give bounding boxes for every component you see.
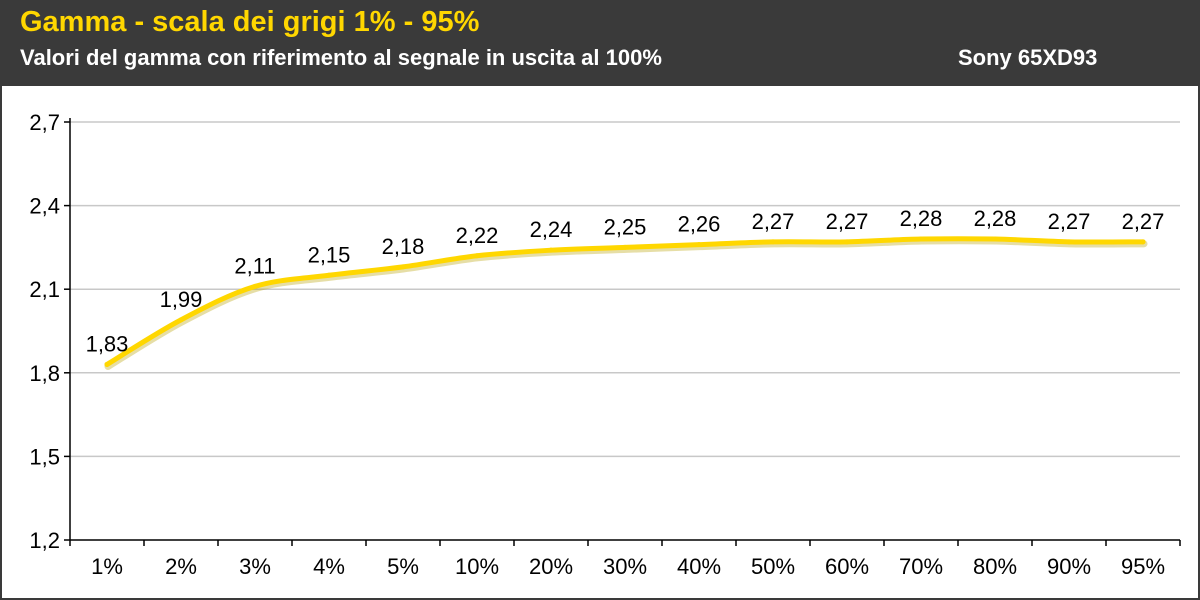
data-label: 1,99 (160, 287, 203, 312)
x-tick-label: 50% (751, 554, 795, 579)
data-label: 2,27 (1048, 209, 1091, 234)
chart-header: Gamma - scala dei grigi 1% - 95% Valori … (0, 0, 1200, 86)
chart-title: Gamma - scala dei grigi 1% - 95% (20, 6, 480, 38)
data-point (844, 239, 850, 245)
plot-panel: 1,2 1,5 1,8 2,1 2,4 2,7 1% 2% 3% 4% 5% 10% 20% 30% 40… (2, 86, 1198, 598)
device-name: Sony 65XD93 (958, 45, 1098, 70)
data-label: 2,25 (604, 214, 647, 239)
x-tick-label: 10% (455, 554, 499, 579)
data-label: 2,18 (382, 234, 425, 259)
x-tick-label: 80% (973, 554, 1017, 579)
data-label: 1,83 (86, 331, 129, 356)
gamma-line-chart: 1,2 1,5 1,8 2,1 2,4 2,7 1% 2% 3% 4% 5% 10% 20% 30% 40… (29, 110, 1181, 579)
data-point (178, 317, 184, 323)
series-gamma (104, 236, 1148, 370)
data-label: 2,15 (308, 242, 351, 267)
y-tick-label: 1,2 (29, 528, 60, 553)
data-point (326, 272, 332, 278)
data-label: 2,26 (678, 212, 721, 237)
axes (64, 118, 1181, 546)
x-tick-label: 3% (239, 554, 271, 579)
data-label: 2,28 (900, 206, 943, 231)
y-tick-label: 2,4 (29, 194, 60, 219)
data-point (104, 361, 110, 367)
y-tick-labels: 1,2 1,5 1,8 2,1 2,4 2,7 (29, 110, 60, 553)
data-label: 2,22 (456, 223, 499, 248)
data-point (252, 283, 258, 289)
x-tick-label: 1% (91, 554, 123, 579)
data-label: 2,28 (974, 206, 1017, 231)
y-tick-label: 1,5 (29, 444, 60, 469)
data-point (696, 242, 702, 248)
data-point (548, 247, 554, 253)
x-tick-label: 20% (529, 554, 573, 579)
x-tick-label: 5% (387, 554, 419, 579)
data-label: 2,11 (234, 253, 275, 278)
data-point (770, 239, 776, 245)
data-point (400, 264, 406, 270)
chart-subtitle: Valori del gamma con riferimento al segn… (20, 45, 662, 70)
x-tick-labels: 1% 2% 3% 4% 5% 10% 20% 30% 40% 50% 60% 70% 80% 90% 95% (91, 554, 1165, 579)
data-point (1066, 239, 1072, 245)
data-point (1140, 239, 1146, 245)
x-tick-label: 2% (165, 554, 197, 579)
x-tick-label: 40% (677, 554, 721, 579)
data-label: 2,27 (1122, 209, 1165, 234)
y-tick-label: 2,7 (29, 110, 60, 135)
data-label: 2,27 (826, 209, 869, 234)
x-tick-label: 60% (825, 554, 869, 579)
gridlines (70, 121, 1180, 458)
data-point (992, 236, 998, 242)
x-tick-label: 90% (1047, 554, 1091, 579)
y-tick-label: 1,8 (29, 361, 60, 386)
data-label: 2,27 (752, 209, 795, 234)
x-tick-label: 30% (603, 554, 647, 579)
data-point (622, 244, 628, 250)
data-point (474, 253, 480, 259)
data-labels: 1,83 1,99 2,11 2,15 2,18 2,22 2,24 2,25 2,26 2,27… (86, 206, 1165, 356)
x-tick-label: 70% (899, 554, 943, 579)
data-point (918, 236, 924, 242)
x-tick-label: 95% (1121, 554, 1165, 579)
data-label: 2,24 (530, 217, 573, 242)
y-tick-label: 2,1 (29, 277, 60, 302)
x-tick-label: 4% (313, 554, 345, 579)
